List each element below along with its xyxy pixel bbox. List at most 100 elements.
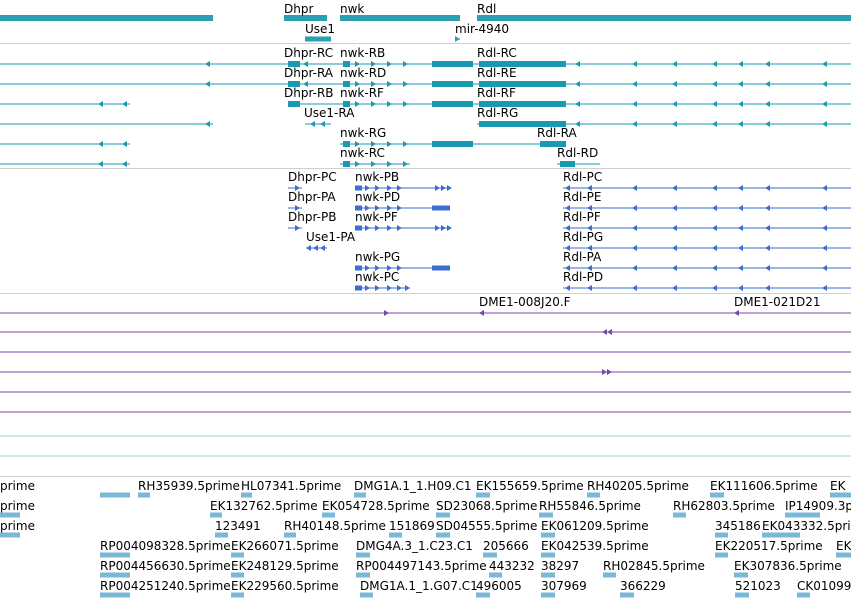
strand-arrow (441, 185, 446, 191)
transcript-label[interactable]: Dhpr-RA (284, 66, 334, 80)
transcript-label[interactable]: Rdl-RD (557, 146, 599, 160)
protein-label[interactable]: nwk-PC (355, 270, 400, 284)
est-label[interactable]: EK061209.5prime (541, 519, 649, 533)
exon-block (432, 141, 473, 147)
gene-label[interactable]: nwk (340, 2, 365, 16)
transcript-label[interactable]: Rdl-RF (477, 86, 516, 100)
protein-label[interactable]: Rdl-PA (563, 250, 602, 264)
est-label[interactable]: EK043332.5prime (762, 519, 851, 533)
est-label[interactable]: HL07341.5prime (241, 479, 342, 493)
est-label[interactable]: EK054728.5prime (322, 499, 430, 513)
strand-arrow (371, 161, 376, 167)
est-block (620, 592, 634, 598)
est-label[interactable]: 205666 (483, 539, 529, 553)
gene-label[interactable]: Rdl (477, 2, 497, 16)
est-label[interactable]: RP004497143.5prime (356, 559, 487, 573)
protein-label[interactable]: Rdl-PF (563, 210, 601, 224)
strand-arrow (672, 185, 677, 191)
transcript-label[interactable]: Rdl-RA (537, 126, 577, 140)
strand-arrow (365, 185, 370, 191)
protein-label[interactable]: nwk-PF (355, 210, 398, 224)
est-label[interactable]: EK (830, 479, 846, 493)
est-block (541, 592, 555, 598)
est-label[interactable]: prime (0, 519, 35, 533)
est-label[interactable]: EK (836, 539, 851, 553)
transcript-label[interactable]: nwk-RD (340, 66, 387, 80)
est-label[interactable]: 521023 (735, 579, 781, 593)
est-label[interactable]: EK266071.5prime (231, 539, 339, 553)
transcript-label[interactable]: nwk-RB (340, 46, 386, 60)
protein-label[interactable]: Use1-PA (306, 230, 356, 244)
est-label[interactable]: RH55846.5prime (539, 499, 641, 513)
strand-arrow (397, 285, 402, 291)
protein-label[interactable]: Rdl-PD (563, 270, 604, 284)
est-label[interactable]: 496005 (476, 579, 522, 593)
protein-label[interactable]: Dhpr-PC (288, 170, 337, 184)
strand-arrow (375, 225, 380, 231)
est-label[interactable]: IP14909.3p (785, 499, 851, 513)
strand-arrow (435, 185, 440, 191)
est-label[interactable]: 123491 (215, 519, 261, 533)
est-label[interactable]: EK042539.5prime (541, 539, 649, 553)
est-label[interactable]: EK307836.5prime (734, 559, 842, 573)
transcript-label[interactable]: Dhpr-RC (284, 46, 334, 60)
est-label[interactable]: 151869 (389, 519, 435, 533)
strand-arrow (632, 61, 637, 67)
est-label[interactable]: EK155659.5prime (476, 479, 584, 493)
clone-label[interactable]: DME1-008J20.F (479, 295, 571, 309)
est-label[interactable]: 443232 (489, 559, 535, 573)
est-label[interactable]: EK111606.5prime (710, 479, 818, 493)
est-label[interactable]: RH40205.5prime (587, 479, 689, 493)
protein-label[interactable]: Dhpr-PA (288, 190, 336, 204)
est-label[interactable]: EK220517.5prime (715, 539, 823, 553)
strand-arrow (587, 185, 592, 191)
est-label[interactable]: CK01099 (797, 579, 851, 593)
est-label[interactable]: RH40148.5prime (284, 519, 386, 533)
transcript-label[interactable]: nwk-RC (340, 146, 385, 160)
clone-label[interactable]: DME1-021D21 (734, 295, 821, 309)
est-label[interactable]: 345186 (715, 519, 761, 533)
strand-arrow (371, 61, 376, 67)
transcript-label[interactable]: Rdl-RG (477, 106, 519, 120)
protein-label[interactable]: Dhpr-PB (288, 210, 337, 224)
protein-label[interactable]: nwk-PB (355, 170, 400, 184)
protein-label[interactable]: nwk-PD (355, 190, 401, 204)
transcript-label[interactable]: Dhpr-RB (284, 86, 334, 100)
est-label[interactable]: RH62803.5prime (673, 499, 775, 513)
est-label[interactable]: 38297 (541, 559, 580, 573)
transcript-label[interactable]: nwk-RF (340, 86, 384, 100)
est-label[interactable]: prime (0, 499, 35, 513)
est-label[interactable]: 366229 (620, 579, 666, 593)
strand-arrow (305, 36, 310, 42)
est-label[interactable]: 307969 (541, 579, 587, 593)
est-label[interactable]: DMG1A.1_1.G07.C1 (360, 579, 478, 593)
transcript-label[interactable]: Rdl-RC (477, 46, 517, 60)
transcript-label[interactable]: nwk-RG (340, 126, 387, 140)
protein-label[interactable]: Rdl-PG (563, 230, 604, 244)
est-label[interactable]: EK248129.5prime (231, 559, 339, 573)
est-label[interactable]: RP004251240.5prime (100, 579, 231, 593)
est-label[interactable]: DMG1A.1_1.H09.C1 (354, 479, 472, 493)
est-label[interactable]: prime (0, 479, 35, 493)
est-label[interactable]: RH02845.5prime (603, 559, 705, 573)
gene-label[interactable]: Use1 (305, 22, 336, 36)
est-block (138, 492, 150, 498)
est-label[interactable]: SD23068.5prime (436, 499, 538, 513)
est-label[interactable]: RH35939.5prime (138, 479, 240, 493)
est-label[interactable]: EK132762.5prime (210, 499, 318, 513)
protein-label[interactable]: Rdl-PE (563, 190, 602, 204)
est-label[interactable]: EK229560.5prime (231, 579, 339, 593)
strand-arrow (565, 205, 570, 211)
transcript-label[interactable]: Use1-RA (304, 106, 355, 120)
protein-label[interactable]: nwk-PG (355, 250, 401, 264)
est-label[interactable]: RP004098328.5prime (100, 539, 231, 553)
est-label[interactable]: SD04555.5prime (436, 519, 538, 533)
est-label[interactable]: RP004456630.5prime (100, 559, 231, 573)
transcript-label[interactable]: Rdl-RE (477, 66, 517, 80)
gene-label[interactable]: Dhpr (284, 2, 314, 16)
protein-label[interactable]: Rdl-PC (563, 170, 603, 184)
est-label[interactable]: DMG4A.3_1.C23.C1 (356, 539, 473, 553)
gene-label[interactable]: mir-4940 (455, 22, 510, 36)
